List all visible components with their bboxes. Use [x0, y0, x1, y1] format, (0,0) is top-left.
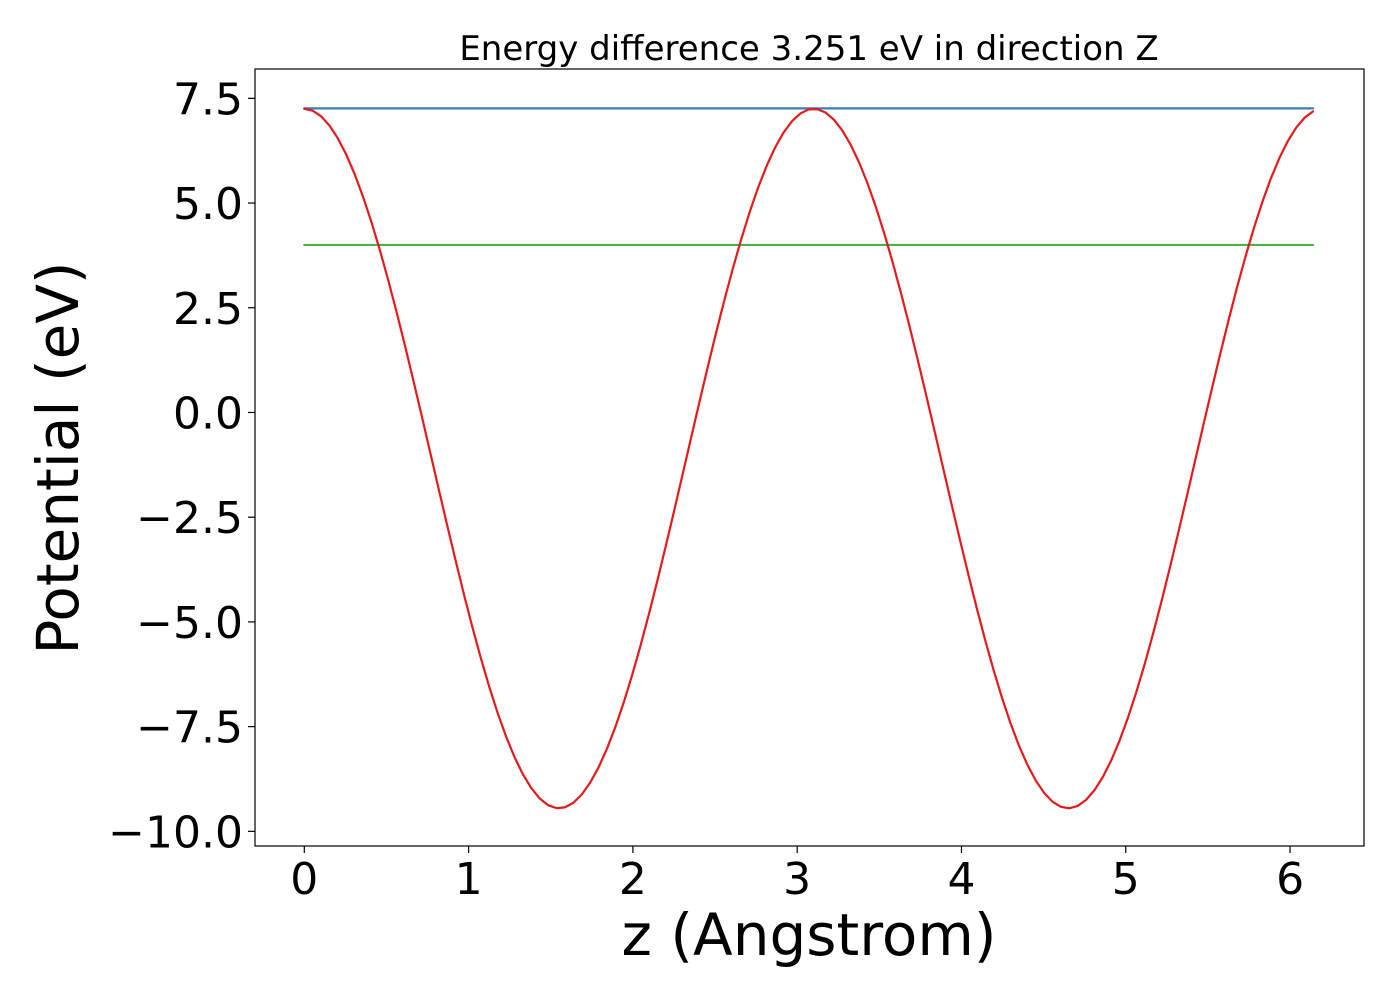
y-tick-label-2: 2.5	[173, 284, 243, 335]
x-tick-label-1: 1	[455, 854, 483, 905]
x-axis-label: z (Angstrom)	[622, 901, 997, 969]
x-tick-label-3: 3	[783, 854, 811, 905]
y-axis-label: Potential (eV)	[24, 261, 92, 654]
y-tick-label-0: 7.5	[173, 74, 243, 125]
y-tick-label-4: −2.5	[136, 493, 243, 544]
y-tick-label-7: −10.0	[108, 807, 243, 858]
x-tick-label-6: 6	[1276, 854, 1304, 905]
y-tick-label-6: −7.5	[136, 703, 243, 754]
series-layer	[303, 107, 1315, 810]
y-tick-label-5: −5.0	[136, 598, 243, 649]
y-tick-label-3: 0.0	[173, 388, 243, 439]
plot-frame	[254, 68, 1365, 847]
x-axis: 0 1 2 3 4 5 6	[290, 846, 1304, 905]
x-tick-label-4: 4	[947, 854, 975, 905]
x-tick-label-2: 2	[619, 854, 647, 905]
x-tick-label-5: 5	[1112, 854, 1140, 905]
x-tick-label-0: 0	[290, 854, 318, 905]
series-line-potential	[303, 107, 1315, 810]
chart-title: Energy difference 3.251 eV in direction …	[459, 29, 1158, 69]
y-tick-label-1: 5.0	[173, 179, 243, 230]
y-axis: 7.5 5.0 2.5 0.0 −2.5 −5.0 −7.5 −10.0	[108, 74, 255, 858]
